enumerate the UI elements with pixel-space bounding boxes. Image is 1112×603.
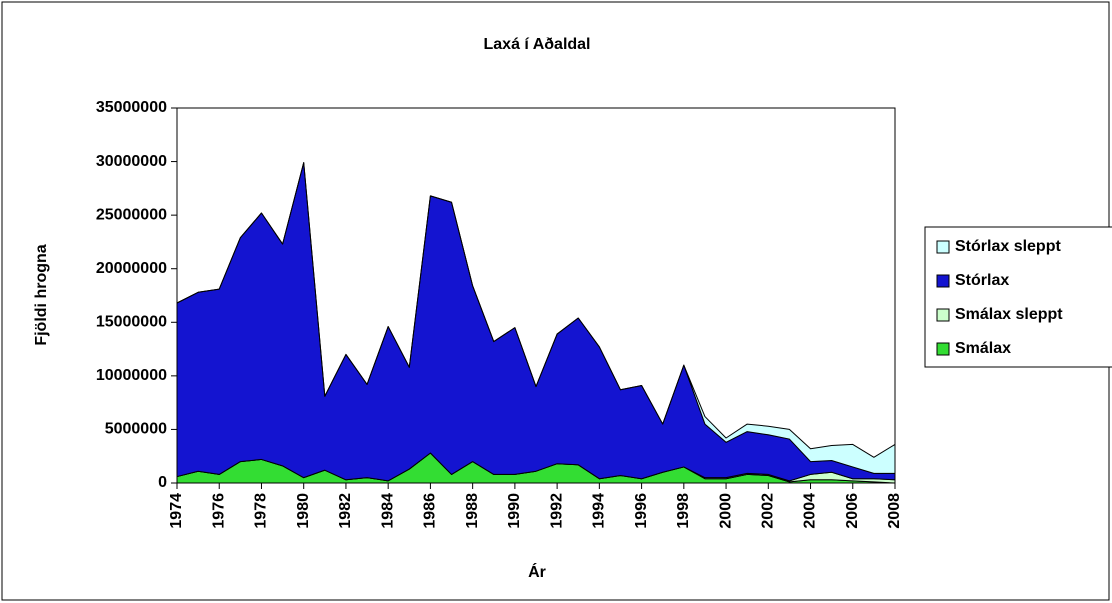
legend-label: Smálax sleppt [955,306,1063,323]
x-tick-label: 2002 [760,493,777,529]
legend-swatch [936,342,950,356]
legend-swatch [936,240,950,254]
y-tick-label: 5000000 [105,421,167,438]
x-tick-label: 2008 [886,493,903,529]
y-tick-label: 35000000 [96,99,167,116]
chart-title: Laxá í Aðaldal [484,36,591,53]
y-axis-label: Fjöldi hrogna [33,244,50,345]
legend-swatch [936,308,950,322]
legend-box [924,226,1112,368]
legend-label: Stórlax sleppt [955,238,1061,255]
x-tick-label: 1996 [633,493,650,529]
x-tick-label: 2006 [844,493,861,529]
x-tick-label: 1990 [506,493,523,529]
y-tick-label: 0 [158,474,167,491]
area [176,162,896,474]
y-tick-label: 15000000 [96,314,167,331]
x-tick-label: 1980 [295,493,312,529]
y-tick-label: 30000000 [96,153,167,170]
x-tick-label: 1998 [675,493,692,529]
x-tick-label: 1984 [379,493,396,529]
legend-label: Stórlax [955,272,1009,289]
x-tick-label: 1974 [168,493,185,529]
x-tick-label: 1986 [422,493,439,529]
y-tick-label: 25000000 [96,206,167,223]
x-tick-label: 2004 [802,493,819,529]
x-tick-label: 2000 [717,493,734,529]
x-tick-label: 1982 [337,493,354,529]
x-tick-label: 1976 [210,493,227,529]
x-tick-label: 1978 [253,493,270,529]
y-tick-label: 10000000 [96,367,167,384]
x-tick-label: 1994 [591,493,608,529]
legend-label: Smálax [955,340,1011,357]
x-axis-label: Ár [528,562,546,581]
x-tick-label: 1992 [548,493,565,529]
legend-swatch [936,274,950,288]
x-tick-label: 1988 [464,493,481,529]
y-tick-label: 20000000 [96,260,167,277]
